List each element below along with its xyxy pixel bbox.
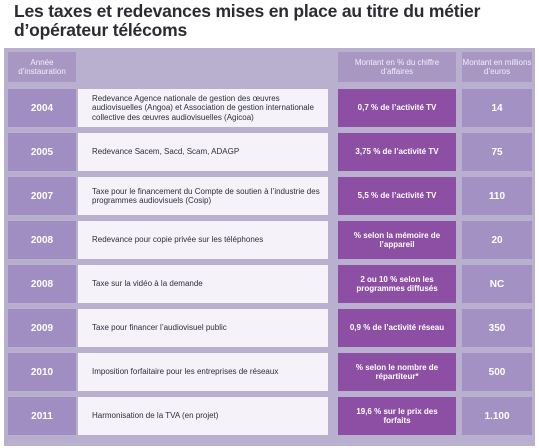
row-label: Imposition forfaitaire pour les entrepri… xyxy=(78,353,328,391)
header-percent: Montant en % du chiffre d’affaires xyxy=(338,52,456,82)
row-percent: % selon la mémoire de l’appareil xyxy=(338,221,456,259)
row-amount: 14 xyxy=(462,89,532,127)
row-year: 2011 xyxy=(8,397,76,435)
row-percent: 5,5 % de l’activité TV xyxy=(338,177,456,215)
row-percent: % selon le nombre de répartiteur* xyxy=(338,353,456,391)
row-percent: 19,6 % sur le prix des forfaits xyxy=(338,397,456,435)
table-row: 2007 Taxe pour le financement du Compte … xyxy=(8,177,532,215)
row-label: Harmonisation de la TVA (en projet) xyxy=(78,397,328,435)
row-percent: 3,75 % de l’activité TV xyxy=(338,133,456,171)
row-year: 2010 xyxy=(8,353,76,391)
row-label: Redevance Sacem, Sacd, Scam, ADAGP xyxy=(78,133,328,171)
row-amount: 1.100 xyxy=(462,397,532,435)
row-label: Taxe pour financer l’audiovisuel public xyxy=(78,309,328,347)
row-label: Taxe sur la vidéo à la demande xyxy=(78,265,328,303)
table-row: 2005 Redevance Sacem, Sacd, Scam, ADAGP … xyxy=(8,133,532,171)
row-amount: 110 xyxy=(462,177,532,215)
row-year: 2005 xyxy=(8,133,76,171)
row-amount: 20 xyxy=(462,221,532,259)
table-row: 2009 Taxe pour financer l’audiovisuel pu… xyxy=(8,309,532,347)
row-amount: 500 xyxy=(462,353,532,391)
row-label: Redevance Agence nationale de gestion de… xyxy=(78,89,328,127)
page-title: Les taxes et redevances mises en place a… xyxy=(14,1,481,40)
table-row: 2004 Redevance Agence nationale de gesti… xyxy=(8,89,532,127)
header-year: Année d’instauration xyxy=(8,52,76,82)
row-percent: 0,7 % de l’activité TV xyxy=(338,89,456,127)
row-percent: 0,9 % de l’activité réseau xyxy=(338,309,456,347)
row-year: 2004 xyxy=(8,89,76,127)
row-year: 2009 xyxy=(8,309,76,347)
table-row: 2011 Harmonisation de la TVA (en projet)… xyxy=(8,397,532,435)
row-year: 2008 xyxy=(8,221,76,259)
row-amount: 350 xyxy=(462,309,532,347)
row-year: 2007 xyxy=(8,177,76,215)
row-label: Redevance pour copie privée sur les télé… xyxy=(78,221,328,259)
table-row: 2010 Imposition forfaitaire pour les ent… xyxy=(8,353,532,391)
table-row: 2008 Redevance pour copie privée sur les… xyxy=(8,221,532,259)
header-amount: Montant en millions d’euros xyxy=(462,52,532,82)
row-label: Taxe pour le financement du Compte de so… xyxy=(78,177,328,215)
row-percent: 2 ou 10 % selon les programmes diffusés xyxy=(338,265,456,303)
row-amount: NC xyxy=(462,265,532,303)
row-amount: 75 xyxy=(462,133,532,171)
row-year: 2008 xyxy=(8,265,76,303)
table-row: 2008 Taxe sur la vidéo à la demande 2 ou… xyxy=(8,265,532,303)
